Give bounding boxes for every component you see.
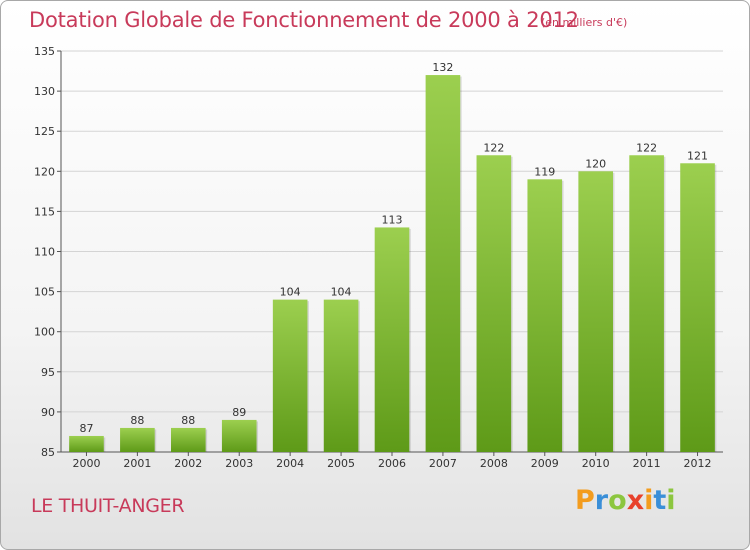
y-tick-label: 95	[41, 366, 55, 379]
bar-2001	[120, 427, 155, 452]
data-label: 113	[382, 213, 403, 226]
data-label: 88	[181, 414, 195, 427]
x-tick-labels: 2000 2001 2002 2003 2004 2005 2006 2007 2008 2009…	[72, 457, 711, 470]
y-tick-label: 85	[41, 446, 55, 459]
data-label: 87	[79, 422, 93, 435]
proxiti-logo: Proxiti	[575, 485, 676, 516]
chart-title: Dotation Globale de Fonctionnement de 20…	[29, 8, 579, 32]
bar-2008	[476, 155, 512, 452]
x-tick-label: 2011	[633, 457, 661, 470]
data-label: 122	[483, 141, 504, 154]
x-tick-label: 2012	[684, 457, 712, 470]
x-tick-label: 2005	[327, 457, 355, 470]
y-tick-label: 130	[34, 85, 55, 98]
y-tick-labels: 85 90 95 100 105 110 115 120 125 130 135	[34, 45, 55, 459]
x-tick-label: 2007	[429, 457, 457, 470]
logo-letter: t	[653, 485, 667, 516]
data-label: 88	[130, 414, 144, 427]
data-labels: 87 88 88 89 104 104 113 132 122 119 120 122 121	[79, 61, 708, 435]
chart-subtitle: (en milliers d'€)	[541, 16, 628, 29]
logo-letter: x	[626, 485, 645, 516]
bar-2007	[425, 75, 461, 452]
data-label: 89	[232, 406, 246, 419]
logo-letter: P	[575, 485, 595, 516]
bars	[69, 75, 717, 453]
bar-2011	[629, 155, 664, 452]
data-label: 104	[331, 286, 352, 299]
bar-2005	[323, 299, 359, 452]
bar-2006	[374, 227, 410, 452]
logo-letter: i	[644, 485, 654, 516]
x-tick-label: 2008	[480, 457, 508, 470]
x-tick-label: 2006	[378, 457, 406, 470]
y-tick-label: 115	[34, 205, 55, 218]
bar-2009	[527, 179, 563, 452]
data-label: 119	[534, 165, 555, 178]
data-label: 120	[585, 157, 606, 170]
y-tick-label: 105	[34, 286, 55, 299]
data-label: 121	[687, 149, 708, 162]
bar-2010	[578, 171, 614, 453]
y-tick-label: 125	[34, 125, 55, 138]
y-tick-label: 110	[34, 246, 55, 259]
bar-2004	[272, 299, 308, 452]
y-tick-label: 90	[41, 406, 55, 419]
x-tick-label: 2000	[72, 457, 100, 470]
y-tick-label: 135	[34, 45, 55, 58]
x-tick-label: 2001	[123, 457, 151, 470]
x-tick-label: 2003	[225, 457, 253, 470]
x-tick-label: 2010	[582, 457, 610, 470]
data-label: 122	[636, 141, 657, 154]
x-tick-label: 2004	[276, 457, 304, 470]
bar-2003	[221, 419, 257, 452]
bar-2002	[170, 427, 206, 452]
bar-2012	[680, 163, 715, 452]
logo-letter: i	[666, 485, 676, 516]
data-label: 104	[280, 286, 301, 299]
y-tick-label: 120	[34, 165, 55, 178]
x-tick-label: 2002	[174, 457, 202, 470]
y-tick-label: 100	[34, 326, 55, 339]
bar-2000	[69, 435, 104, 452]
x-tick-label: 2009	[531, 457, 559, 470]
logo-letter: r	[594, 485, 609, 516]
data-label: 132	[432, 61, 453, 74]
city-name: LE THUIT-ANGER	[31, 495, 185, 517]
logo-letter: o	[608, 485, 627, 516]
